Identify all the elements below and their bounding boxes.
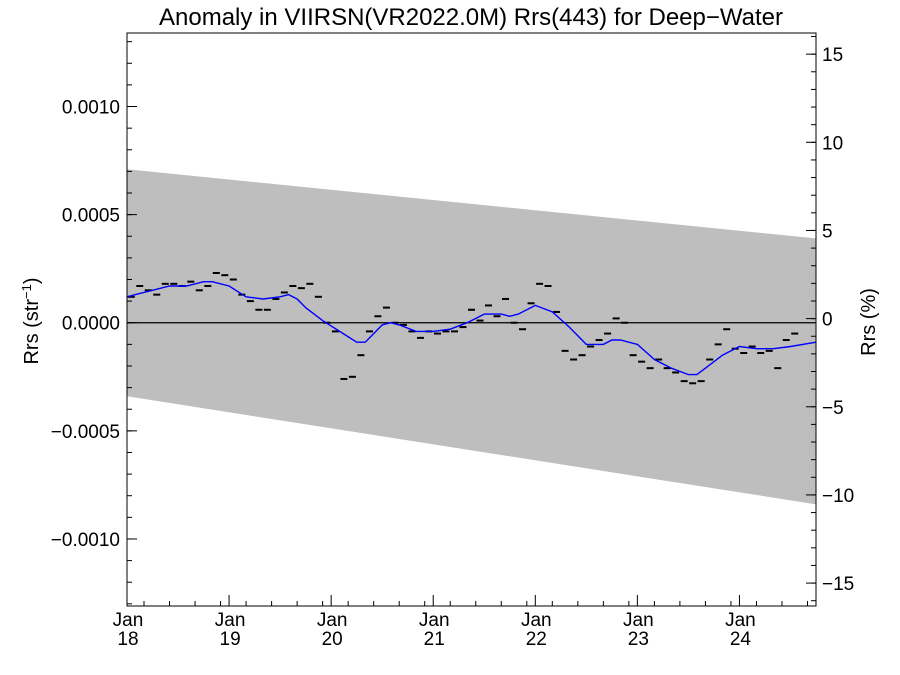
left-tick-label: 0.0010 xyxy=(62,98,120,119)
left-tick-label: 0.0000 xyxy=(62,314,120,335)
left-axis-label: Rrs (str−1) xyxy=(19,277,43,364)
chart-title: Anomaly in VIIRSN(VR2022.0M) Rrs(443) fo… xyxy=(159,4,783,31)
right-tick-label: 15 xyxy=(822,45,843,66)
right-tick-label: −5 xyxy=(822,398,844,419)
uncertainty-band xyxy=(127,169,816,505)
plot-area xyxy=(126,32,817,607)
right-tick-label: 10 xyxy=(822,133,843,154)
x-tick-year: 22 xyxy=(526,629,547,650)
x-tick-year: 24 xyxy=(730,629,752,650)
x-tick-year: 19 xyxy=(220,629,241,650)
plot-frame xyxy=(126,32,817,607)
x-tick-month: Jan xyxy=(725,610,756,631)
x-tick-month: Jan xyxy=(113,610,144,631)
x-tick-year: 23 xyxy=(628,629,649,650)
right-axis-label: Rrs (%) xyxy=(858,288,880,356)
x-tick-month: Jan xyxy=(317,610,348,631)
x-tick-year: 21 xyxy=(424,629,445,650)
x-tick-month: Jan xyxy=(215,610,246,631)
right-tick-label: −15 xyxy=(822,574,854,595)
left-tick-label: −0.0010 xyxy=(51,530,120,551)
right-tick-label: 5 xyxy=(822,221,833,242)
x-tick-month: Jan xyxy=(419,610,450,631)
right-tick-label: 0 xyxy=(822,310,833,331)
right-tick-label: −10 xyxy=(822,486,854,507)
x-tick-month: Jan xyxy=(521,610,552,631)
left-y-axis: 0.0010 0.0005 0.0000 −0.0005 −0.0010 xyxy=(51,41,137,605)
x-tick-year: 20 xyxy=(322,629,343,650)
smoothed-anomaly-line xyxy=(126,281,817,376)
x-tick-year: 18 xyxy=(117,629,138,650)
x-tick-month: Jan xyxy=(623,610,654,631)
left-tick-label: 0.0005 xyxy=(62,206,120,227)
left-tick-label: −0.0005 xyxy=(51,422,120,443)
monthly-points-layer xyxy=(127,272,799,385)
right-y-axis: 15 10 5 0 −5 −10 −15 xyxy=(806,36,854,602)
